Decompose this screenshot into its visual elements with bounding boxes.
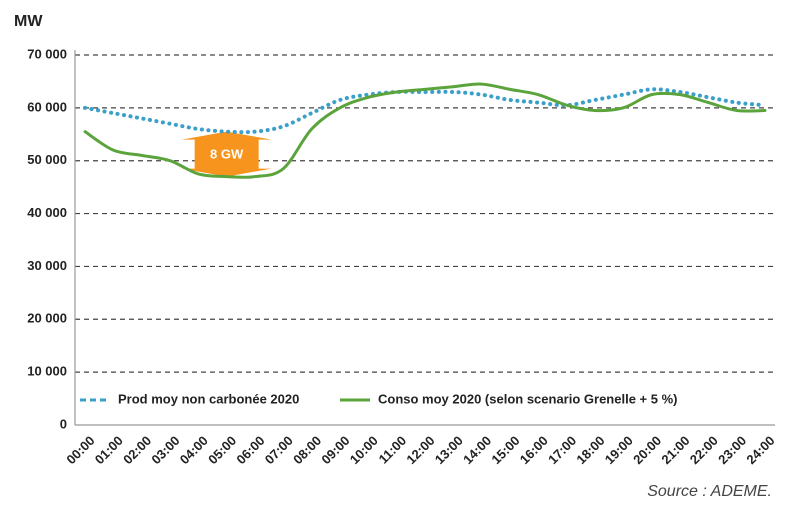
x-tick-label: 05:00: [205, 433, 239, 467]
y-tick-label: 10 000: [27, 364, 67, 379]
x-tick-label: 08:00: [290, 433, 324, 467]
x-tick-label: 12:00: [403, 433, 437, 467]
annotation-arrow: [181, 131, 272, 177]
x-tick-label: 00:00: [63, 433, 97, 467]
x-tick-label: 20:00: [630, 433, 664, 467]
x-tick-label: 09:00: [318, 433, 352, 467]
series-line: [83, 82, 767, 179]
x-tick-label: 02:00: [120, 433, 154, 467]
y-tick-label: 30 000: [27, 258, 67, 273]
legend-label: Prod moy non carbonée 2020: [118, 391, 299, 406]
x-tick-label: 21:00: [658, 433, 692, 467]
x-tick-label: 07:00: [262, 433, 296, 467]
x-tick-label: 17:00: [545, 433, 579, 467]
y-tick-label: 60 000: [27, 99, 67, 114]
y-tick-label: 70 000: [27, 46, 67, 61]
x-tick-label: 13:00: [432, 433, 466, 467]
annotation: 8 GW: [210, 147, 244, 162]
y-axis-label: MW: [14, 13, 43, 30]
x-tick-label: 18:00: [573, 433, 607, 467]
source: Source : ADEME.: [647, 483, 772, 500]
series-line: [83, 87, 767, 135]
x-tick-label: 04:00: [177, 433, 211, 467]
x-tick-label: 11:00: [376, 433, 410, 467]
x-tick-label: 01:00: [92, 433, 126, 467]
y-tick-label: 50 000: [27, 152, 67, 167]
x-tick-label: 23:00: [715, 433, 749, 467]
legend-label: Conso moy 2020 (selon scenario Grenelle …: [378, 391, 677, 406]
x-tick-label: 24:00: [743, 433, 777, 467]
x-tick-label: 22:00: [687, 433, 721, 467]
x-tick-label: 06:00: [233, 433, 267, 467]
y-tick-label: 40 000: [27, 205, 67, 220]
x-tick-label: 10:00: [347, 433, 381, 467]
x-tick-label: 14:00: [460, 433, 494, 467]
x-tick-label: 19:00: [602, 433, 636, 467]
x-tick-label: 03:00: [148, 433, 182, 467]
x-tick-label: 15:00: [488, 433, 522, 467]
y-tick-label: 0: [60, 416, 67, 431]
y-tick-label: 20 000: [27, 311, 67, 326]
x-tick-label: 16:00: [517, 433, 551, 467]
